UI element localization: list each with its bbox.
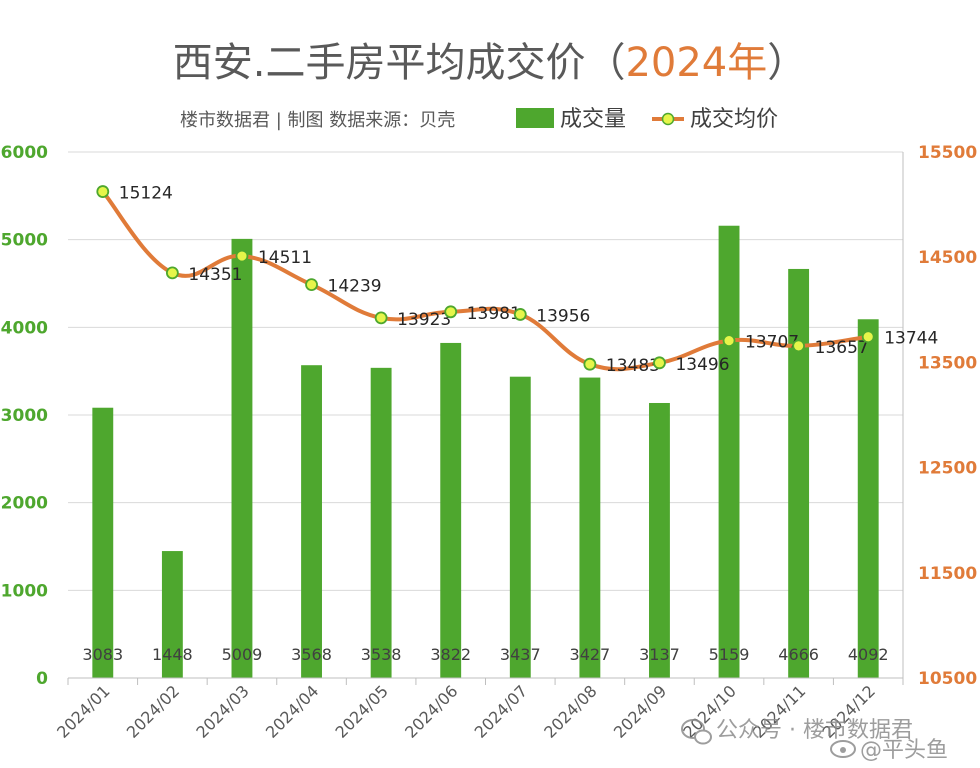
- y-left-tick-label: 5000: [1, 231, 48, 251]
- price-point: [653, 356, 666, 370]
- price-value-label: 13956: [536, 306, 590, 326]
- y-left-tick-label: 0: [36, 669, 48, 689]
- chart-subtitle: 楼市数据君 | 制图 数据来源：贝壳: [180, 110, 455, 131]
- bar-value-label: 1448: [152, 645, 193, 664]
- title-paren-open: （: [585, 40, 625, 86]
- bar-data-labels: 3083 1448 5009 3568 3538 3822 3437 3427 3137 5159…: [82, 645, 888, 664]
- title-paren-close: ）: [767, 40, 807, 86]
- y-left-tick-label: 6000: [1, 143, 48, 163]
- legend-line-label: 成交均价: [690, 107, 778, 132]
- bar: [231, 238, 253, 678]
- price-point: [374, 311, 388, 325]
- bar: [579, 377, 601, 678]
- bar-value-label: 4666: [778, 645, 819, 664]
- price-value-label: 14351: [188, 265, 242, 285]
- y-right-tick-label: 13500: [918, 353, 977, 373]
- y-right-tick-label: 11500: [918, 564, 977, 584]
- price-value-label: 13657: [815, 338, 869, 358]
- y-right-tick-label: 14500: [918, 248, 977, 268]
- price-value-label: 13707: [745, 333, 799, 353]
- price-value-label: 14239: [328, 277, 382, 297]
- title-main: 西安.二手房平均成交价: [173, 40, 586, 86]
- price-value-label: 13496: [675, 355, 729, 375]
- bar-value-label: 3137: [639, 645, 680, 664]
- bar-value-label: 3083: [82, 645, 123, 664]
- wechat-icon: [681, 719, 712, 745]
- price-point: [165, 266, 179, 280]
- bar-value-label: 5159: [709, 645, 750, 664]
- bar-value-label: 3427: [570, 645, 611, 664]
- bar-series: [92, 225, 879, 678]
- x-tick-label: 2024/07: [471, 681, 531, 741]
- bar: [649, 402, 670, 678]
- price-value-label: 14511: [258, 248, 312, 268]
- gridlines: [68, 151, 903, 591]
- bar-value-label: 3538: [361, 645, 402, 664]
- bar: [788, 268, 810, 678]
- bar-value-label: 3822: [430, 645, 471, 664]
- price-point: [513, 308, 527, 321]
- x-tick-label: 2024/01: [53, 681, 113, 741]
- y-right-tick-label: 12500: [918, 459, 977, 479]
- price-point: [444, 305, 458, 319]
- y-left-tick-label: 2000: [1, 494, 48, 514]
- price-point: [96, 185, 110, 198]
- title-year: 2024年: [625, 40, 767, 86]
- watermark-weibo-text: @平头鱼: [860, 738, 948, 763]
- price-value-label: 13923: [397, 310, 451, 330]
- legend: 成交量 成交均价: [516, 107, 778, 132]
- line-series: 15124 14351 14511 14239 13923 13981 13956 13483…: [96, 184, 938, 376]
- chart-title: 西安.二手房平均成交价（2024年）: [173, 40, 808, 86]
- x-tick-label: 2024/06: [401, 681, 461, 741]
- legend-bar-label: 成交量: [560, 107, 626, 132]
- x-tick-label: 2024/02: [123, 681, 183, 741]
- x-tick-label: 2024/04: [262, 681, 322, 741]
- bar: [509, 376, 531, 678]
- price-point: [583, 357, 597, 371]
- watermark-wechat-text: 公众号 · 楼市数据君: [716, 718, 913, 743]
- x-tick-label: 2024/05: [332, 681, 392, 741]
- legend-bar-swatch: [516, 108, 554, 128]
- bar-value-label: 3568: [291, 645, 332, 664]
- x-tick-label: 2024/08: [540, 681, 600, 741]
- price-value-label: 13483: [606, 356, 660, 376]
- y-right-tick-label: 15500: [918, 143, 977, 163]
- bar-value-label: 5009: [222, 645, 263, 664]
- bar-value-label: 3437: [500, 645, 541, 664]
- bar: [440, 342, 462, 678]
- bar-value-label: 4092: [848, 645, 889, 664]
- legend-line-marker: [661, 112, 675, 126]
- x-tick-label: 2024/09: [610, 681, 670, 741]
- price-point: [305, 278, 318, 292]
- price-point: [722, 334, 736, 348]
- weibo-icon: [830, 740, 856, 758]
- bar: [718, 225, 740, 678]
- x-tick-label: 2024/03: [192, 681, 252, 741]
- bar: [857, 319, 879, 678]
- bar: [301, 365, 322, 678]
- bar: [161, 551, 183, 678]
- y-left-tick-label: 1000: [1, 581, 48, 601]
- price-value-label: 13744: [884, 329, 938, 349]
- price-point: [861, 330, 875, 344]
- y-right-tick-label: 10500: [918, 669, 977, 689]
- bar: [92, 407, 114, 678]
- bar: [370, 367, 392, 678]
- y-left-tick-label: 4000: [1, 318, 48, 338]
- price-point: [792, 339, 806, 353]
- y-left-tick-label: 3000: [1, 406, 48, 426]
- y-axis-right: 10500 11500 12500 13500 14500 15500: [902, 143, 977, 689]
- watermark: 公众号 · 楼市数据君 @平头鱼: [681, 718, 948, 763]
- y-axis-left: 0 1000 2000 3000 4000 5000 6000: [1, 143, 48, 689]
- price-point: [235, 249, 249, 263]
- price-value-label: 15124: [119, 184, 173, 204]
- price-value-label: 13981: [467, 304, 521, 324]
